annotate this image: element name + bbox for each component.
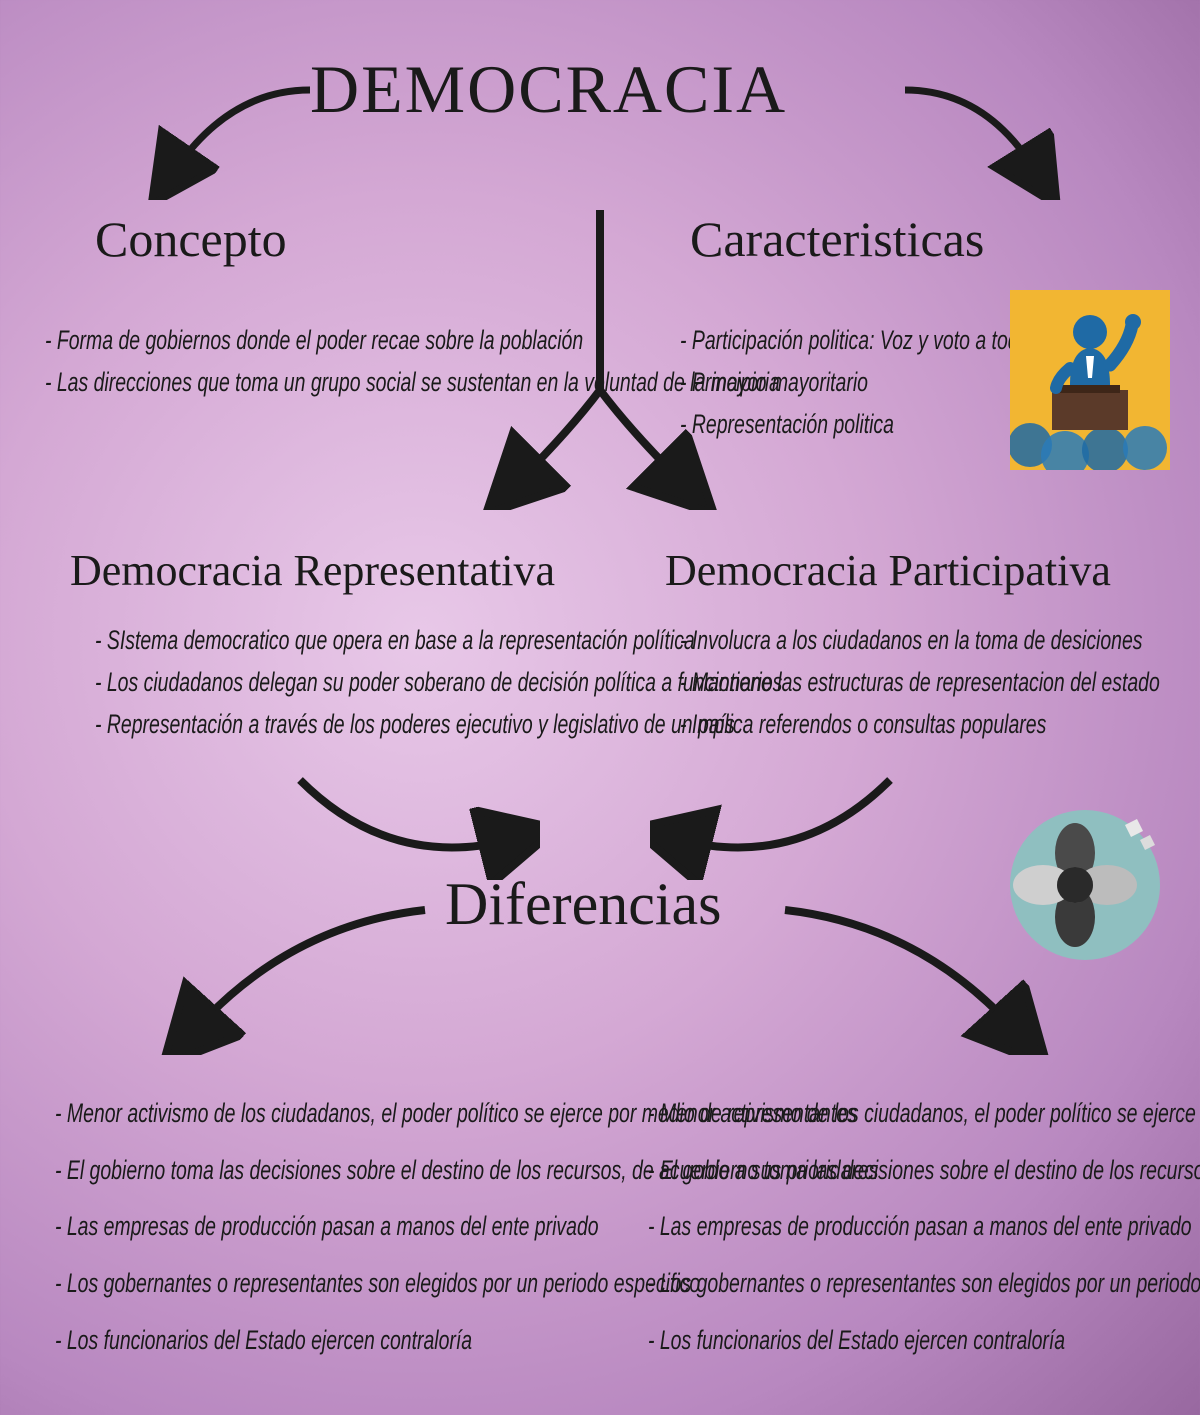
arrow-to-diferencias-right: [650, 760, 910, 880]
list-item: - Las empresas de producción pasan a man…: [648, 1198, 1200, 1255]
representativa-body: - SIstema democratico que opera en base …: [95, 620, 657, 746]
list-item: - Los ciudadanos delegan su poder sobera…: [95, 662, 657, 704]
list-item: - Los gobernantes o representantes son e…: [648, 1255, 1200, 1312]
arrow-title-left: [120, 70, 320, 200]
list-item: - Menor activismo de los ciudadanos, el …: [648, 1085, 1200, 1142]
participativa-heading: Democracia Participativa: [665, 545, 1111, 596]
arrow-diff-right: [770, 895, 1060, 1055]
participativa-body: - Involucra a los ciudadanos en la toma …: [680, 620, 1141, 746]
list-item: - Los funcionarios del Estado ejercen co…: [55, 1312, 645, 1369]
concepto-heading: Concepto: [95, 210, 287, 268]
list-item: - Los gobernantes o representantes son e…: [55, 1255, 645, 1312]
list-item: - El gobierno toma las decisiones sobre …: [55, 1142, 645, 1199]
arrow-to-diferencias-left: [280, 760, 540, 880]
list-item: - SIstema democratico que opera en base …: [95, 620, 657, 662]
arrow-diff-left: [150, 895, 440, 1055]
arrow-title-right: [895, 70, 1095, 200]
diferencias-right-body: - Menor activismo de los ciudadanos, el …: [648, 1085, 1200, 1368]
list-item: - Los funcionarios del Estado ejercen co…: [648, 1312, 1200, 1369]
speaker-podium-icon: [1010, 290, 1170, 470]
list-item: - Implica referendos o consultas popular…: [680, 704, 1141, 746]
main-title: DEMOCRACIA: [310, 50, 787, 129]
arrow-center-fork: [460, 200, 740, 510]
list-item: - Menor activismo de los ciudadanos, el …: [55, 1085, 645, 1142]
list-item: - Involucra a los ciudadanos en la toma …: [680, 620, 1141, 662]
list-item: - Representación a través de los poderes…: [95, 704, 657, 746]
representativa-heading: Democracia Representativa: [70, 545, 555, 596]
diferencias-left-body: - Menor activismo de los ciudadanos, el …: [55, 1085, 645, 1368]
diferencias-heading: Diferencias: [445, 870, 722, 939]
list-item: - Las empresas de producción pasan a man…: [55, 1198, 645, 1255]
list-item: - El gobierno toma las decisiones sobre …: [648, 1142, 1200, 1199]
list-item: - Mantiene las estructuras de representa…: [680, 662, 1141, 704]
